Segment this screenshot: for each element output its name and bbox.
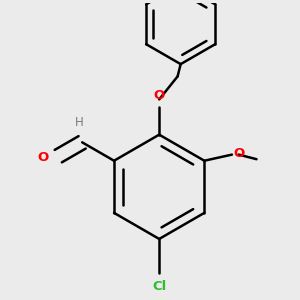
Text: O: O <box>38 151 49 164</box>
Text: O: O <box>233 147 245 160</box>
Text: H: H <box>75 116 83 130</box>
Text: Cl: Cl <box>152 280 166 293</box>
Text: O: O <box>154 89 165 103</box>
